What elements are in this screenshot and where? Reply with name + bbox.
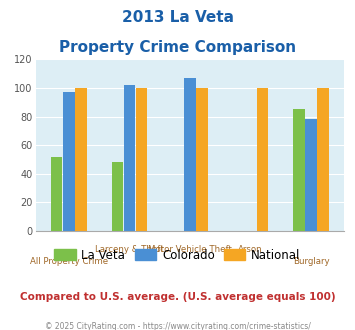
Bar bbox=[51, 157, 62, 231]
Text: Motor Vehicle Theft: Motor Vehicle Theft bbox=[148, 245, 232, 254]
Bar bbox=[124, 85, 135, 231]
Bar bbox=[63, 92, 75, 231]
Bar bbox=[136, 88, 147, 231]
Text: Burglary: Burglary bbox=[293, 257, 329, 266]
Legend: La Veta, Colorado, National: La Veta, Colorado, National bbox=[50, 244, 305, 266]
Text: Arson: Arson bbox=[238, 245, 263, 254]
Text: 2013 La Veta: 2013 La Veta bbox=[121, 10, 234, 25]
Bar bbox=[293, 110, 305, 231]
Bar bbox=[75, 88, 87, 231]
Bar bbox=[317, 88, 329, 231]
Bar bbox=[184, 78, 196, 231]
Bar bbox=[196, 88, 208, 231]
Text: Larceny & Theft: Larceny & Theft bbox=[95, 245, 164, 254]
Text: All Property Crime: All Property Crime bbox=[30, 257, 108, 266]
Text: Property Crime Comparison: Property Crime Comparison bbox=[59, 40, 296, 54]
Bar bbox=[305, 119, 317, 231]
Bar bbox=[257, 88, 268, 231]
Text: Compared to U.S. average. (U.S. average equals 100): Compared to U.S. average. (U.S. average … bbox=[20, 292, 335, 302]
Text: © 2025 CityRating.com - https://www.cityrating.com/crime-statistics/: © 2025 CityRating.com - https://www.city… bbox=[45, 322, 310, 330]
Bar bbox=[111, 162, 123, 231]
